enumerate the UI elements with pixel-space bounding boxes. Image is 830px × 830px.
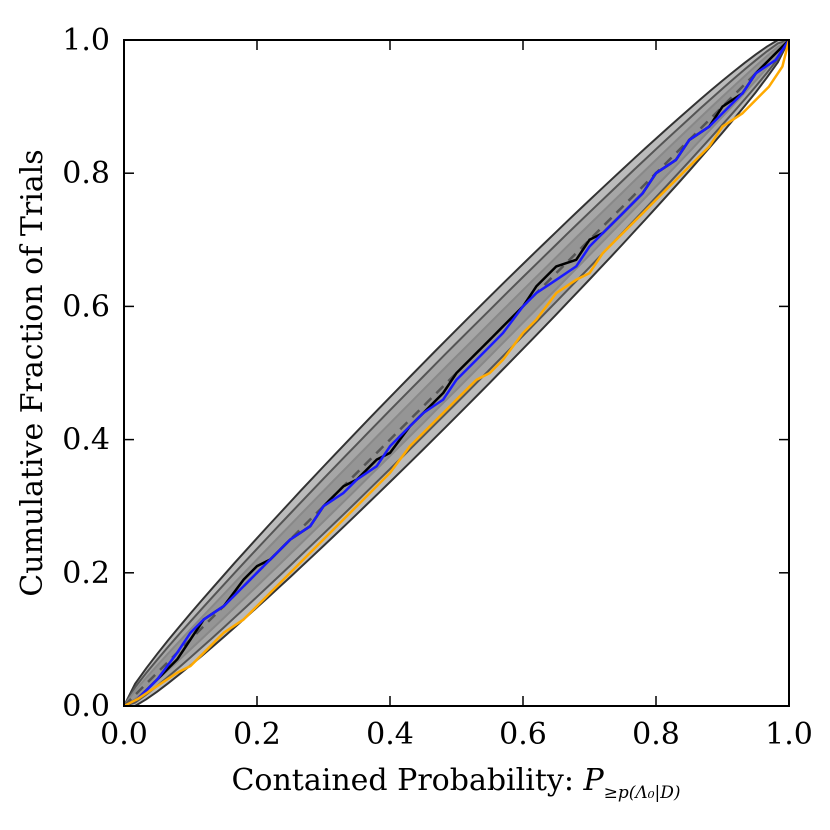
band-inner-upper-edge [124,40,789,706]
band-outer-upper-edge [124,40,789,706]
x-tick-label: 1.0 [765,717,813,752]
x-tick-label: 0.2 [233,717,281,752]
band-outer-lower-edge [124,40,789,706]
x-axis-label-math-base: P [582,763,604,798]
plot-frame [123,39,790,707]
x-tick-label: 0.6 [499,717,547,752]
y-axis-label: Cumulative Fraction of Trials [15,149,50,596]
band-inner-lower-edge [124,40,789,706]
x-axis-label-text: Contained Probability: [231,763,583,798]
band-middle-upper-edge [124,40,789,706]
y-tick-label: 1.0 [62,23,110,58]
axis-ticks [123,39,790,707]
series-layer [124,40,789,706]
tick-labels: 0.0 0.2 0.4 0.6 0.8 1.0 0.0 0.2 0.4 0.6 0.8 1.0 [62,23,813,752]
x-axis-label-math-subscript: ≥p(Λ₀|D) [604,783,681,803]
band-middle-lower-edge [124,40,789,706]
x-tick-label: 0.4 [366,717,414,752]
y-tick-label: 0.8 [62,156,110,191]
y-tick-label: 0.2 [62,556,110,591]
x-tick-label: 0.8 [632,717,680,752]
y-tick-label: 0.6 [62,289,110,324]
series-orange-line [124,40,789,706]
x-axis-label: Contained Probability: P≥p(Λ₀|D) [231,763,680,803]
series-blue-line [124,40,789,706]
x-tick-label: 0.0 [100,717,148,752]
y-tick-label: 0.4 [62,423,110,458]
y-tick-label: 0.0 [62,689,110,724]
